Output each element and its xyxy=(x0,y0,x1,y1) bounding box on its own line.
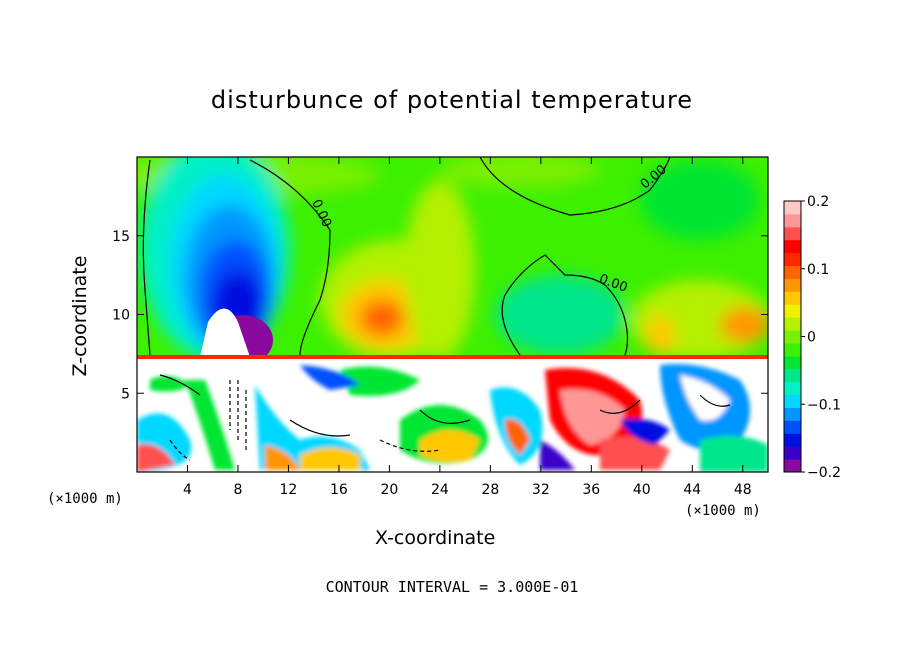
x-axis-ticks: 4 8 12 16 20 24 28 32 36 40 44 48 xyxy=(183,157,752,498)
colorbar-tick-label: 0.2 xyxy=(807,194,829,210)
colorbar-tick-label: 0.1 xyxy=(807,262,829,278)
colorbar: 0.2 0.1 0 −0.1 −0.2 xyxy=(783,194,841,481)
colorbar-swatch xyxy=(784,252,801,267)
colorbar-swatch xyxy=(784,304,801,318)
colorbar-swatch xyxy=(784,317,801,331)
colorbar-tick-label: −0.2 xyxy=(807,465,841,481)
colorbar-tick-label: −0.1 xyxy=(807,397,841,413)
colorbar-swatch xyxy=(784,342,801,357)
x-tick-label: 12 xyxy=(280,482,298,498)
x-tick-label: 32 xyxy=(532,482,550,498)
x-tick-label: 24 xyxy=(431,482,449,498)
colorbar-swatch xyxy=(784,226,801,241)
x-unit-label-right: (×1000 m) xyxy=(685,503,761,519)
colorbar-swatch xyxy=(784,355,801,370)
colorbar-swatch xyxy=(784,407,801,421)
heatmap-field xyxy=(137,157,768,472)
colorbar-swatch xyxy=(784,330,801,344)
colorbar-swatch xyxy=(784,459,801,473)
x-tick-label: 40 xyxy=(633,482,651,498)
y-tick-label: 5 xyxy=(121,386,130,402)
colorbar-swatch xyxy=(784,291,801,305)
colorbar-swatch xyxy=(784,278,801,292)
colorbar-swatch xyxy=(784,201,801,215)
colorbar-swatch xyxy=(784,420,801,434)
chart-title: disturbunce of potential temperature xyxy=(210,86,694,114)
y-axis-label: Z-coordinate xyxy=(69,255,91,377)
x-tick-label: 48 xyxy=(734,482,752,498)
colorbar-swatch xyxy=(784,433,801,447)
contour-lines xyxy=(142,157,731,461)
x-tick-label: 20 xyxy=(380,482,398,498)
x-tick-label: 36 xyxy=(582,482,600,498)
x-tick-label: 8 xyxy=(233,482,242,498)
colorbar-swatch xyxy=(784,213,801,228)
colorbar-swatch xyxy=(784,265,801,279)
colorbar-swatch xyxy=(784,381,801,396)
y-tick-label: 10 xyxy=(112,308,130,324)
x-axis-label: X-coordinate xyxy=(375,527,496,549)
x-tick-label: 4 xyxy=(183,482,192,498)
y-tick-label: 15 xyxy=(112,229,130,245)
y-axis-ticks: 5 10 15 xyxy=(112,229,768,402)
colorbar-swatch xyxy=(784,394,801,408)
colorbar-swatch xyxy=(784,368,801,383)
contour-interval-note: CONTOUR INTERVAL = 3.000E-01 xyxy=(325,578,579,596)
x-tick-label: 16 xyxy=(330,482,348,498)
x-tick-label: 28 xyxy=(481,482,499,498)
colorbar-swatch xyxy=(784,239,801,254)
colorbar-swatch xyxy=(784,446,801,460)
x-unit-label-left: (×1000 m) xyxy=(47,491,123,507)
x-tick-label: 44 xyxy=(683,482,701,498)
colorbar-tick-label: 0 xyxy=(807,330,816,346)
